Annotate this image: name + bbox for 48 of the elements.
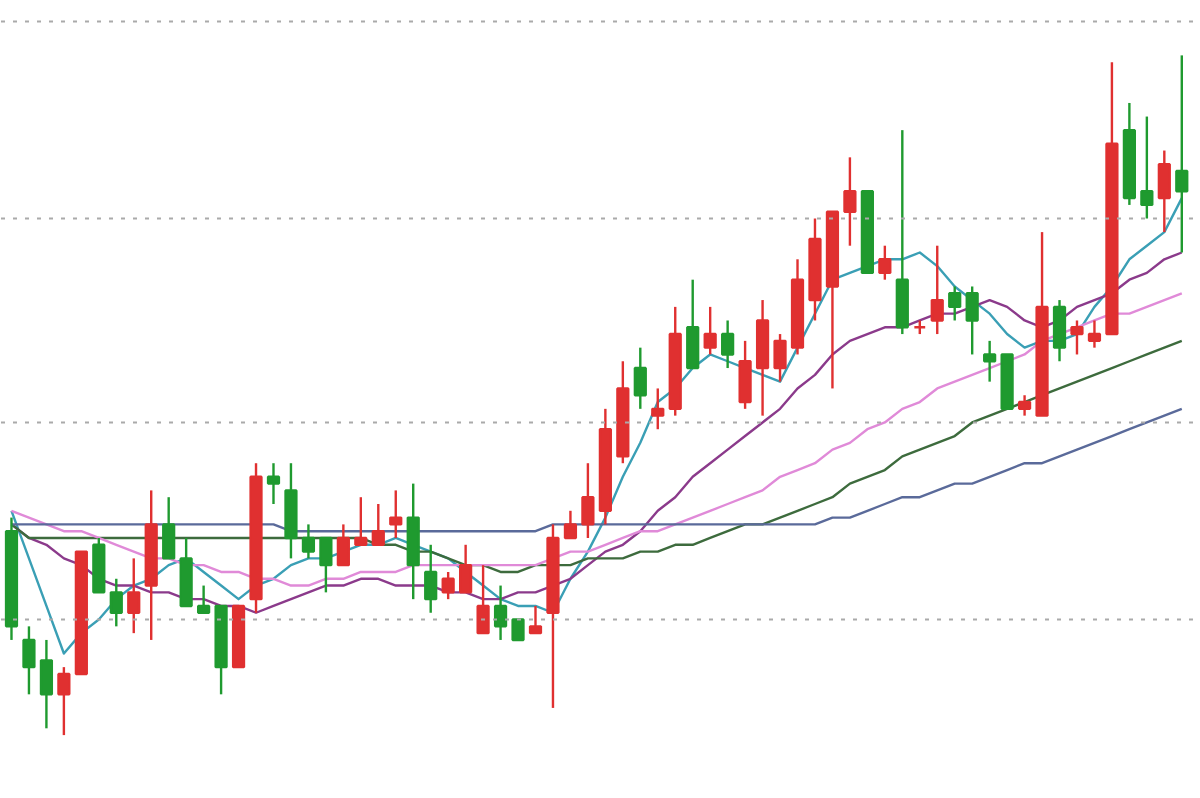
candlestick: [389, 489, 403, 540]
candlestick: [703, 305, 717, 356]
candlestick: [197, 584, 211, 614]
candlestick: [319, 536, 333, 594]
candlestick: [563, 509, 578, 540]
candlestick: [127, 557, 141, 635]
candlestick: [284, 462, 298, 560]
candlestick: [895, 128, 909, 336]
candlestick: [476, 563, 490, 635]
candlestick: [633, 346, 647, 411]
candlestick: [39, 638, 54, 730]
candlestick: [22, 625, 36, 696]
candlestick: [721, 319, 735, 370]
candlestick: [179, 536, 193, 608]
candlestick: [266, 462, 281, 506]
candlestick: [1157, 149, 1171, 234]
candlestick: [406, 482, 420, 601]
candlestick: [424, 543, 438, 614]
candlestick: [651, 387, 665, 431]
candlestick: [162, 496, 176, 560]
candlestick: [965, 285, 979, 356]
candlestick: [843, 156, 857, 247]
candlestick: [773, 332, 787, 383]
candlestick: [528, 604, 543, 635]
candlestick: [878, 244, 892, 281]
candlestick: [354, 496, 368, 546]
candlestick: [1140, 115, 1154, 220]
candlestick: [441, 570, 455, 601]
candlestick: [755, 298, 770, 417]
candlestick: [738, 339, 752, 411]
candlestick: [493, 584, 508, 642]
candlestick: [109, 577, 123, 628]
candlestick: [948, 285, 962, 322]
candlestick: [92, 536, 106, 594]
candlestick: [930, 244, 944, 336]
candlestick: [301, 523, 316, 560]
candlestick: [1017, 394, 1032, 417]
candlestick: [371, 502, 385, 546]
candlestick: [57, 665, 71, 737]
candlestick: [459, 543, 473, 594]
candlestick: [1070, 319, 1084, 356]
candlestick: [1052, 298, 1067, 363]
candlestick: [1175, 54, 1189, 254]
candlestick: [686, 278, 700, 370]
candlestick: [983, 339, 997, 383]
candlestick: [581, 462, 595, 540]
candlestick: [336, 523, 350, 567]
candlestick: [1087, 319, 1102, 349]
